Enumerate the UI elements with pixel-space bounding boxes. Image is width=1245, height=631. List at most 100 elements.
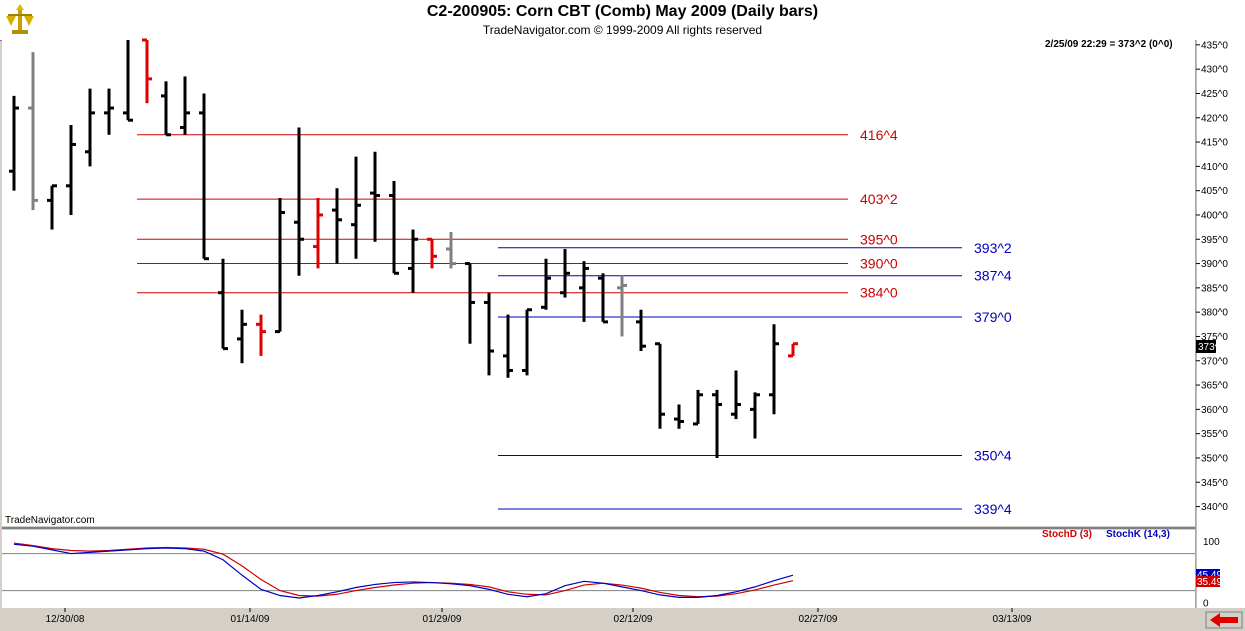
level-label: 416^4 bbox=[860, 127, 898, 143]
ohlc-bar bbox=[541, 258, 551, 310]
ohlc-bar bbox=[313, 197, 323, 269]
y-tick-label: 355^0 bbox=[1201, 429, 1228, 440]
red-arrow-left-icon bbox=[1210, 613, 1238, 627]
level-lines: 416^4 403^2 395^0 390^0 384^0 393^2 387^4 379^0… bbox=[137, 127, 1012, 517]
level-label: 379^0 bbox=[974, 309, 1012, 325]
x-tick-label: 02/27/09 bbox=[799, 614, 838, 625]
ohlc-bar bbox=[636, 309, 646, 352]
y-tick-label: 435^0 bbox=[1201, 40, 1228, 51]
stoch-k-value: 45.49 bbox=[1197, 570, 1222, 581]
y-tick-label: 395^0 bbox=[1201, 235, 1228, 246]
y-tick-label: 340^0 bbox=[1201, 502, 1228, 513]
level-label: 390^0 bbox=[860, 256, 898, 272]
scroll-right-button[interactable] bbox=[1205, 611, 1243, 629]
y-axis: 435^0 430^0 425^0 420^0 415^0 410^0 405^0 400^0… bbox=[1196, 40, 1228, 513]
level-label: 350^4 bbox=[974, 448, 1012, 464]
price-panel bbox=[2, 40, 1195, 526]
ohlc-bar bbox=[370, 151, 380, 242]
ohlc-bar bbox=[237, 309, 247, 364]
y-tick-label: 375^0 bbox=[1201, 332, 1228, 343]
ohlc-bar bbox=[104, 88, 114, 135]
y-tick-label: 345^0 bbox=[1201, 478, 1228, 489]
y-tick-label: 425^0 bbox=[1201, 89, 1228, 100]
y-tick-label: 370^0 bbox=[1201, 356, 1228, 367]
ohlc-bar bbox=[655, 342, 665, 429]
ohlc-bar bbox=[351, 156, 361, 259]
ohlc-bar bbox=[161, 81, 171, 137]
x-tick-label: 12/30/08 bbox=[46, 614, 85, 625]
y-axis-panel bbox=[1196, 40, 1245, 608]
ohlc-bar bbox=[389, 180, 399, 275]
y-tick-label: 360^0 bbox=[1201, 405, 1228, 416]
ohlc-bar bbox=[47, 184, 57, 230]
stoch-value-tags: 45.49 35.49 bbox=[1196, 569, 1222, 588]
ohlc-bar bbox=[712, 389, 722, 458]
ohlc-bar bbox=[66, 125, 76, 215]
ohlc-bar bbox=[123, 40, 133, 122]
stoch-k-legend: StochK (14,3) bbox=[1106, 529, 1170, 540]
level-label: 393^2 bbox=[974, 240, 1012, 256]
x-tick-label: 01/29/09 bbox=[423, 614, 462, 625]
ohlc-bar bbox=[180, 76, 190, 135]
ohlc-bar bbox=[332, 188, 342, 264]
y-tick-label: 415^0 bbox=[1201, 138, 1228, 149]
level-label: 403^2 bbox=[860, 191, 898, 207]
x-tick-label: 01/14/09 bbox=[231, 614, 270, 625]
x-axis-panel bbox=[0, 609, 1245, 631]
level-label: 395^0 bbox=[860, 231, 898, 247]
y-tick-label: 410^0 bbox=[1201, 162, 1228, 173]
y-tick-label: 405^0 bbox=[1201, 186, 1228, 197]
stoch-tick-label: 0 bbox=[1203, 598, 1209, 609]
y-tick-label: 365^0 bbox=[1201, 381, 1228, 392]
y-tick-label: 400^0 bbox=[1201, 210, 1228, 221]
stoch-k-line bbox=[13, 543, 794, 599]
ohlc-bar bbox=[256, 314, 266, 356]
level-label: 339^4 bbox=[974, 501, 1012, 517]
y-tick-label: 350^0 bbox=[1201, 453, 1228, 464]
ohlc-bar bbox=[9, 95, 19, 191]
stoch-tick-label: 100 bbox=[1203, 537, 1220, 548]
current-price-tag: 373^2 bbox=[1196, 340, 1225, 353]
ohlc-bar bbox=[769, 324, 779, 415]
ohlc-bar bbox=[579, 261, 589, 322]
current-price-label: 373^2 bbox=[1198, 342, 1225, 353]
ohlc-bar bbox=[465, 262, 475, 344]
ohlc-bar bbox=[560, 248, 570, 298]
y-tick-label: 385^0 bbox=[1201, 283, 1228, 294]
chart-subtitle: TradeNavigator.com © 1999-2009 All right… bbox=[482, 23, 763, 37]
x-axis: 12/30/08 01/14/09 01/29/09 02/12/09 02/27/09… bbox=[46, 608, 1032, 625]
stochastic-panel bbox=[2, 530, 1195, 608]
ohlc-bar bbox=[446, 231, 456, 269]
ohlc-bar bbox=[484, 292, 494, 376]
ohlc-bar bbox=[85, 88, 95, 167]
price-bars bbox=[9, 38, 798, 458]
stochastic-lines: 100 0 bbox=[2, 537, 1220, 609]
ohlc-bar bbox=[788, 342, 798, 358]
x-tick-label: 03/13/09 bbox=[993, 614, 1032, 625]
stoch-d-value: 35.49 bbox=[1197, 577, 1222, 588]
trade-navigator-logo-icon bbox=[6, 4, 34, 34]
ohlc-bar bbox=[598, 273, 608, 324]
chart-title: C2-200905: Corn CBT (Comb) May 2009 (Dai… bbox=[426, 3, 819, 20]
watermark-text: TradeNavigator.com bbox=[5, 515, 95, 526]
y-tick-label: 390^0 bbox=[1201, 259, 1228, 270]
ohlc-bar bbox=[294, 127, 304, 276]
ohlc-bar bbox=[142, 38, 152, 104]
y-tick-label: 430^0 bbox=[1201, 65, 1228, 76]
y-tick-label: 420^0 bbox=[1201, 113, 1228, 124]
stoch-d-legend: StochD (3) bbox=[1042, 529, 1092, 540]
ohlc-bar bbox=[617, 275, 627, 337]
ohlc-bar bbox=[503, 314, 513, 378]
level-label: 387^4 bbox=[974, 268, 1012, 284]
x-tick-label: 02/12/09 bbox=[614, 614, 653, 625]
ohlc-bar bbox=[427, 237, 437, 269]
stoch-d-line bbox=[13, 542, 794, 598]
ohlc-bar bbox=[750, 392, 760, 439]
last-price-info: 2/25/09 22:29 = 373^2 (0^0) bbox=[1045, 39, 1173, 50]
ohlc-bar bbox=[731, 370, 741, 420]
ohlc-bar bbox=[28, 52, 38, 211]
ohlc-bar bbox=[218, 258, 228, 351]
ohlc-bar bbox=[674, 404, 684, 429]
